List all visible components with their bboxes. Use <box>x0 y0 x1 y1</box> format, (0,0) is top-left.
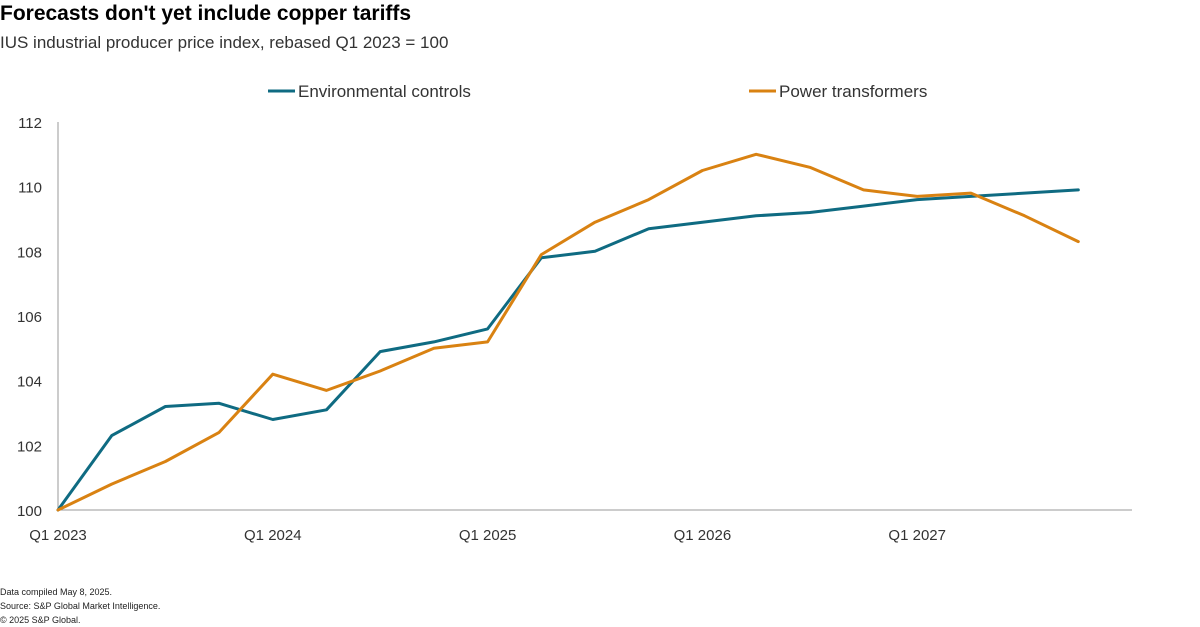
footer-source: Source: S&P Global Market Intelligence. <box>0 601 161 611</box>
y-tick-label: 102 <box>17 438 42 455</box>
series-line-power-transformers <box>56 152 1080 512</box>
y-tick-label: 108 <box>17 244 42 261</box>
legend-label-environmental-controls: Environmental controls <box>298 82 471 101</box>
y-tick-label: 112 <box>18 115 42 132</box>
legend: Environmental controls Power transformer… <box>268 82 927 101</box>
axes: 100 102 104 106 108 110 112 Q1 2023 Q1 2024 Q1 20… <box>17 115 1132 544</box>
footer-data-compiled: Data compiled May 8, 2025. <box>0 587 113 597</box>
line-chart: Environmental controls Power transformer… <box>17 82 1132 544</box>
footer-copyright: © 2025 S&P Global. <box>0 615 81 625</box>
y-tick-label: 100 <box>17 503 42 520</box>
series-layer <box>56 152 1080 512</box>
x-tick-label: Q1 2026 <box>674 527 732 544</box>
x-tick-label: Q1 2024 <box>244 527 302 544</box>
y-tick-label: 106 <box>17 309 42 326</box>
y-tick-label: 110 <box>18 180 42 197</box>
y-tick-label: 104 <box>17 374 42 391</box>
legend-label-power-transformers: Power transformers <box>779 82 927 101</box>
x-tick-label: Q1 2027 <box>888 527 946 544</box>
chart-subtitle: IUS industrial producer price index, reb… <box>0 33 449 52</box>
x-tick-label: Q1 2023 <box>29 527 87 544</box>
chart-title: Forecasts don't yet include copper tarif… <box>0 2 412 25</box>
series-line-environmental-controls <box>56 188 1080 512</box>
x-tick-label: Q1 2025 <box>459 527 517 544</box>
